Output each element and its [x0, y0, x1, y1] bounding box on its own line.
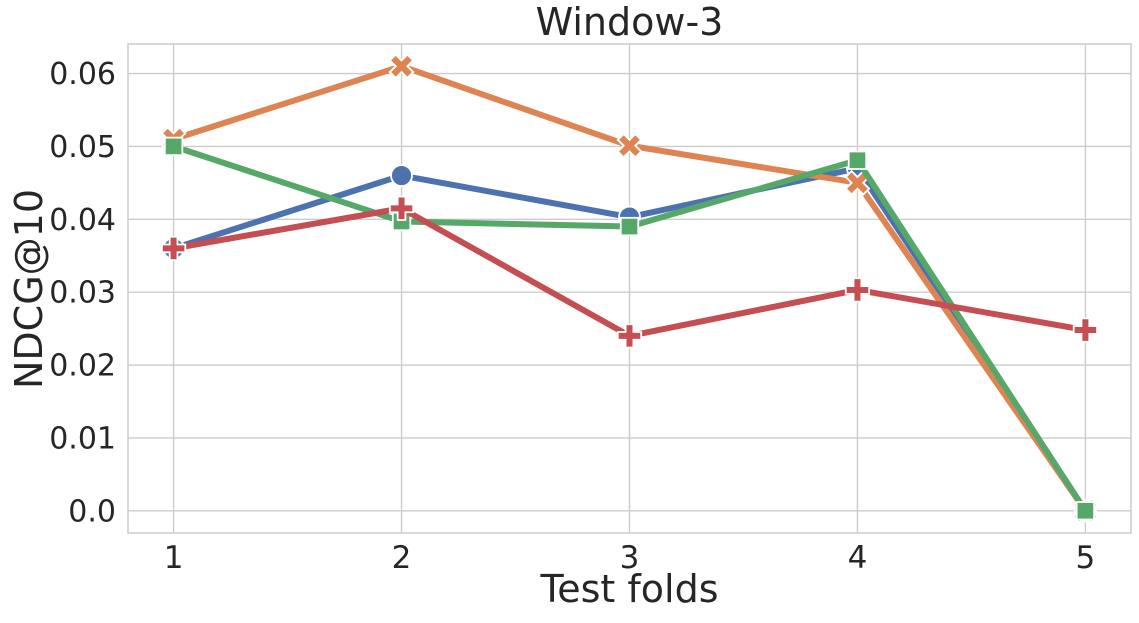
- x-tick-label: 4: [848, 540, 868, 576]
- series-orange-x-marker: [616, 132, 643, 159]
- series-green-square-marker: [847, 150, 868, 170]
- y-tick-label: 0.05: [49, 130, 116, 165]
- chart-title: Window-3: [535, 0, 724, 44]
- y-tick-label: 0.03: [49, 276, 116, 311]
- x-tick-label: 5: [1076, 540, 1096, 576]
- y-tick-label: 0.06: [49, 57, 116, 92]
- series-orange-x-marker: [388, 53, 415, 80]
- series-orange-x-marker: [844, 169, 871, 196]
- series-red-plus-marker: [616, 323, 643, 349]
- series-red-plus-marker: [844, 277, 871, 303]
- series-red-plus-marker: [1072, 317, 1099, 343]
- x-tick-label: 2: [392, 540, 412, 576]
- y-tick-label: 0.04: [49, 203, 116, 238]
- x-axis-label: Test folds: [540, 567, 719, 611]
- series-green-square-marker: [1075, 501, 1096, 521]
- x-tick-label: 3: [620, 540, 640, 576]
- axes-frame: [127, 43, 1132, 534]
- series-red-plus-marker: [388, 195, 415, 221]
- y-tick-label: 0.01: [49, 421, 116, 456]
- y-tick-label: 0.0: [68, 494, 116, 529]
- y-tick-label: 0.02: [49, 349, 116, 384]
- series-red-plus-marker: [160, 235, 187, 262]
- series-green-square-marker: [163, 136, 184, 157]
- series-green-square-marker: [619, 216, 640, 237]
- series-blue-circle-marker: [390, 164, 413, 187]
- y-axis-label: NDCG@10: [7, 188, 51, 390]
- x-tick-label: 1: [164, 540, 184, 576]
